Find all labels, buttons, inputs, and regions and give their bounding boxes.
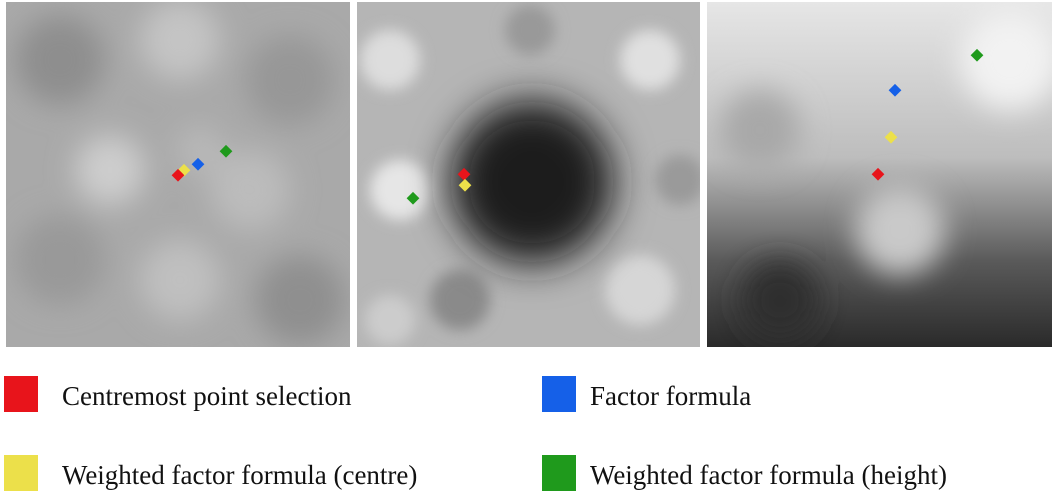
marker xyxy=(171,168,185,182)
marker xyxy=(457,167,471,181)
legend-swatch xyxy=(4,376,38,412)
image-panel xyxy=(6,2,350,347)
marker xyxy=(191,157,205,171)
marker xyxy=(219,144,233,158)
marker xyxy=(458,178,472,192)
legend-swatch xyxy=(4,455,38,491)
legend-swatch xyxy=(542,376,576,412)
legend-label: Centremost point selection xyxy=(62,381,352,411)
legend-label: Weighted factor formula (height) xyxy=(590,460,947,490)
image-panel xyxy=(357,2,700,347)
legend: Centremost point selection Factor formul… xyxy=(4,376,947,491)
marker xyxy=(406,191,420,205)
legend-swatch xyxy=(542,455,576,491)
image-panel xyxy=(707,2,1052,347)
legend-label: Factor formula xyxy=(590,381,751,411)
legend-label: Weighted factor formula (centre) xyxy=(62,460,417,490)
